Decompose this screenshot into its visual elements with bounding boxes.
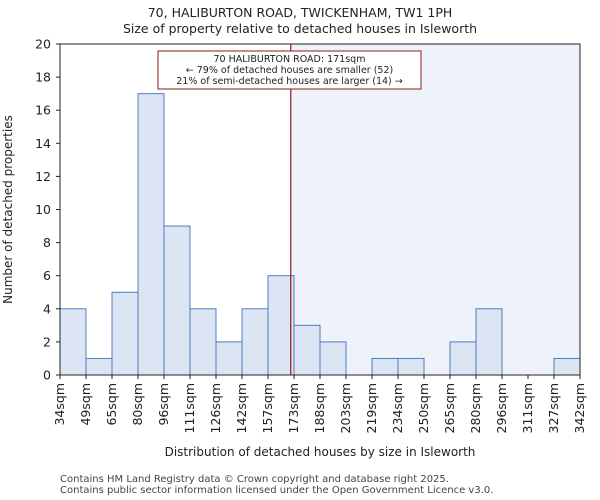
bar-173sqm [293, 324, 321, 376]
bar-280sqm [475, 308, 503, 376]
bar-327sqm [553, 357, 581, 376]
x-tick-label: 234sqm [390, 383, 405, 433]
y-tick-label: 12 [35, 169, 51, 184]
footer-line-2: Contains public sector information licen… [60, 485, 494, 496]
footer-line-1: Contains HM Land Registry data © Crown c… [60, 474, 449, 485]
y-tick-label: 4 [43, 301, 51, 316]
y-tick-label: 8 [43, 235, 51, 250]
x-tick-label: 34sqm [52, 383, 67, 426]
y-tick-label: 20 [35, 37, 51, 52]
y-tick-label: 0 [43, 368, 51, 383]
x-tick-label: 203sqm [338, 383, 353, 433]
x-tick-label: 49sqm [78, 383, 93, 426]
bar-34sqm [59, 308, 87, 376]
x-tick-label: 296sqm [494, 383, 509, 433]
x-tick-label: 280sqm [468, 383, 483, 433]
x-tick-label: 188sqm [312, 383, 327, 433]
bar-49sqm [85, 357, 113, 376]
annotation-line-3: 21% of semi-detached houses are larger (… [176, 76, 403, 87]
x-tick-label: 157sqm [260, 383, 275, 433]
x-tick-label: 327sqm [546, 383, 561, 433]
x-tick-label: 173sqm [286, 383, 301, 433]
bar-96sqm [163, 225, 191, 376]
x-tick-label: 265sqm [442, 383, 457, 433]
y-tick-label: 14 [35, 136, 51, 151]
bar-188sqm [319, 341, 347, 376]
bar-265sqm [449, 341, 477, 376]
annotation-line-2: ← 79% of detached houses are smaller (52… [186, 65, 393, 76]
annotation-line-1: 70 HALIBURTON ROAD: 171sqm [214, 54, 366, 65]
chart-subtitle: Size of property relative to detached ho… [122, 21, 478, 36]
bar-111sqm [189, 308, 217, 376]
x-tick-label: 142sqm [234, 383, 249, 433]
y-tick-label: 2 [43, 334, 51, 349]
x-tick-label: 342sqm [572, 383, 587, 433]
bar-219sqm [371, 357, 399, 376]
bar-80sqm [137, 93, 165, 376]
x-tick-label: 80sqm [130, 383, 145, 426]
x-ticks: 34sqm 49sqm 65sqm 80sqm 96sqm 111sqm 126sqm 142… [52, 375, 587, 433]
bar-126sqm [215, 341, 243, 376]
bar-65sqm [111, 291, 139, 376]
x-tick-label: 126sqm [208, 383, 223, 433]
y-tick-label: 6 [43, 268, 51, 283]
bar-234sqm [397, 357, 425, 376]
highlight-region [290, 44, 580, 375]
chart-title: 70, HALIBURTON ROAD, TWICKENHAM, TW1 1PH [147, 5, 453, 20]
x-tick-label: 219sqm [364, 383, 379, 433]
bars-group [59, 93, 581, 376]
x-axis-label: Distribution of detached houses by size … [164, 445, 476, 459]
y-ticks: 0 2 4 6 8 10 12 14 16 18 20 [35, 37, 60, 383]
y-tick-label: 18 [35, 70, 51, 85]
y-axis-label: Number of detached properties [1, 115, 15, 304]
x-tick-label: 250sqm [416, 383, 431, 433]
bar-157sqm [267, 275, 295, 376]
x-tick-label: 111sqm [182, 383, 197, 433]
y-tick-label: 16 [35, 103, 51, 118]
x-tick-label: 311sqm [520, 383, 535, 433]
bar-142sqm [241, 308, 269, 376]
x-tick-label: 96sqm [156, 383, 171, 426]
annotation-box [157, 50, 422, 90]
x-tick-label: 65sqm [104, 383, 119, 426]
plot-frame [59, 43, 581, 376]
y-tick-label: 10 [35, 202, 51, 217]
